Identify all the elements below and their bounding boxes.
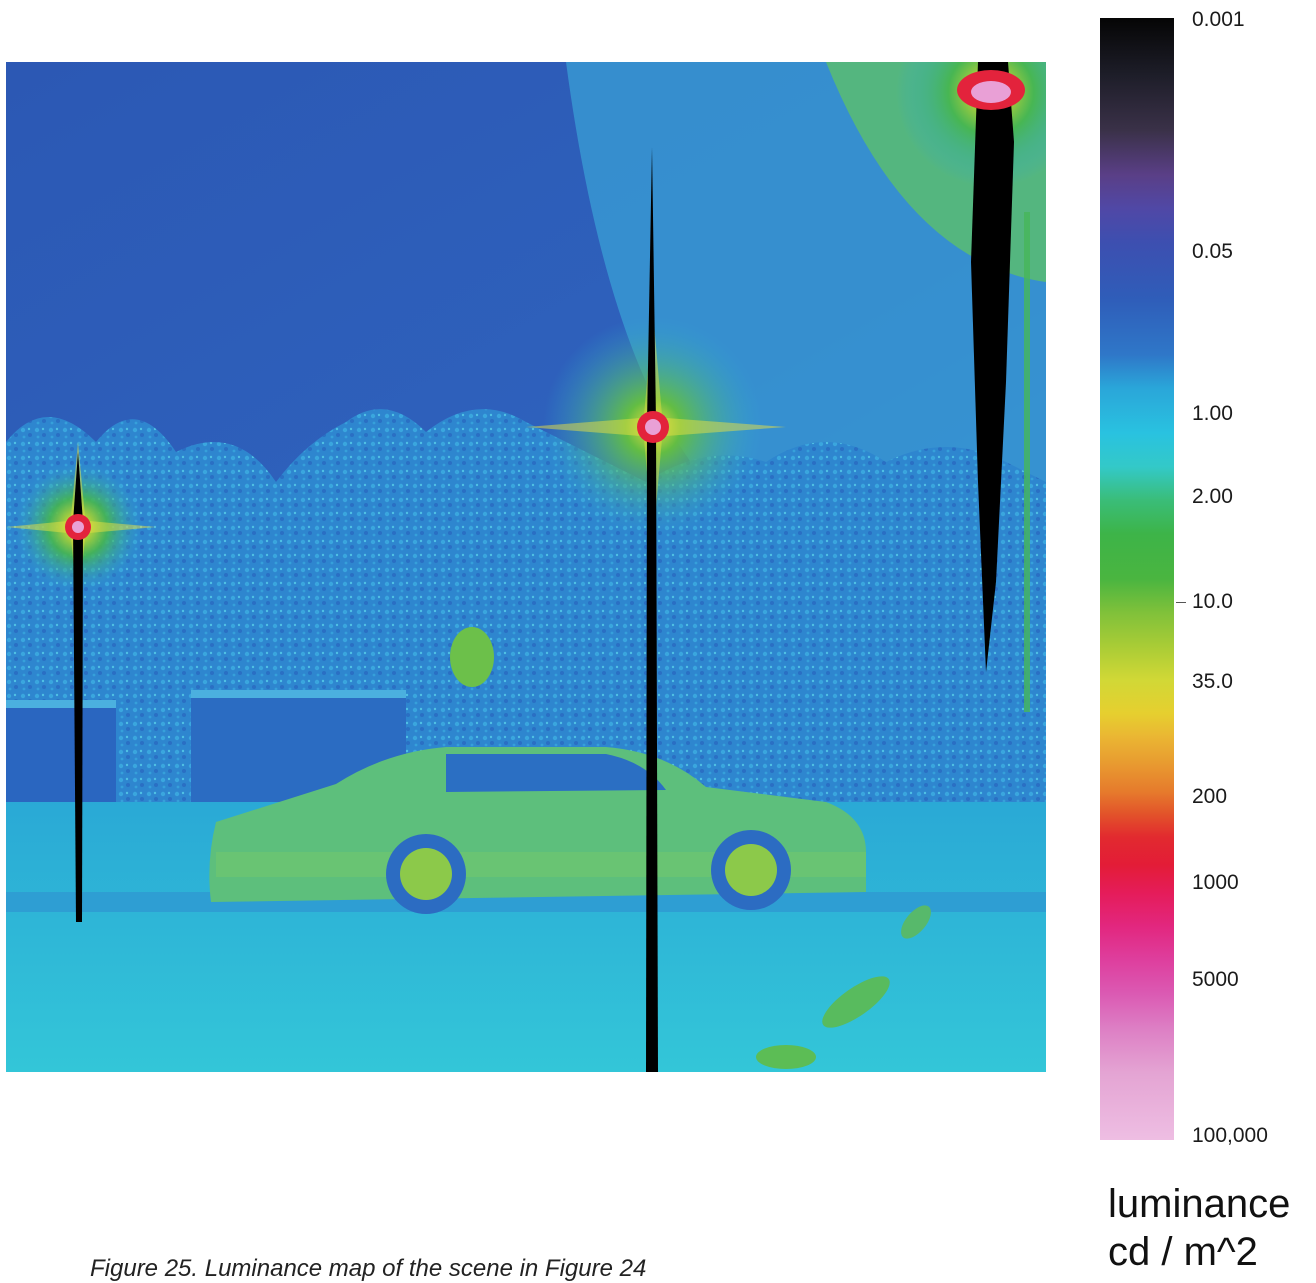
house-left — [6, 702, 116, 812]
scale-tick-mark — [1176, 602, 1186, 603]
scale-tick-label: 100,000 — [1192, 1124, 1268, 1147]
lamp-head-right — [957, 70, 1025, 110]
scale-tick-label: 5000 — [1192, 968, 1239, 991]
scale-tick-label: 200 — [1192, 785, 1228, 808]
scale-tick-label: 35.0 — [1192, 670, 1233, 693]
scale-tick-label: 1000 — [1192, 871, 1239, 894]
scale-title-quantity: luminance — [1108, 1182, 1291, 1226]
glow-spot — [450, 627, 494, 687]
scale-tick-label: 2.00 — [1192, 485, 1233, 508]
scale-title: luminance cd / m^2 — [1108, 1180, 1290, 1276]
scale-tick-label: 1.00 — [1192, 402, 1233, 425]
luminance-map-image — [6, 62, 1046, 1072]
lamp-pole-left — [73, 452, 83, 922]
scale-tick-label: 0.001 — [1192, 8, 1245, 31]
luminance-map-svg — [6, 62, 1046, 1072]
scale-tick-label: 0.05 — [1192, 240, 1233, 263]
lamp-pole-center — [646, 147, 658, 1072]
lamp-pole-right — [971, 62, 1014, 672]
car — [209, 747, 867, 914]
lamp-head-left — [65, 514, 91, 540]
scale-tick-label: 10.0 — [1192, 590, 1233, 613]
lamp-head-center — [637, 411, 669, 443]
scale-title-unit: cd / m^2 — [1108, 1230, 1258, 1274]
luminance-color-scale — [1100, 18, 1174, 1140]
figure-caption: Figure 25. Luminance map of the scene in… — [90, 1255, 647, 1282]
